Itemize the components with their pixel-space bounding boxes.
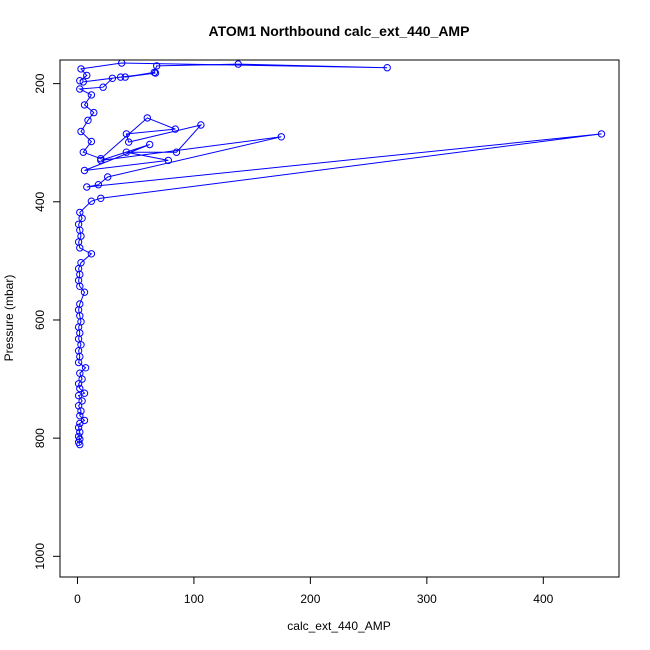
x-axis: 0 100 200 300 400 [74, 576, 554, 606]
data-point [83, 183, 91, 191]
y-tick-label: 200 [33, 73, 47, 93]
data-point [80, 416, 89, 425]
data-point [97, 194, 105, 203]
data-point [77, 65, 85, 73]
data-point [74, 432, 83, 441]
data-point [76, 208, 84, 217]
plot-frame [59, 59, 620, 578]
data-point [81, 364, 90, 372]
data-point [197, 121, 205, 129]
data-point [87, 197, 96, 205]
data-point [76, 412, 84, 420]
x-tick-label: 400 [533, 592, 553, 606]
data-point [76, 428, 84, 436]
data-point [172, 148, 181, 156]
y-tick-label: 800 [33, 428, 47, 448]
data-point [143, 114, 152, 122]
data-point [383, 64, 391, 72]
y-axis: 200 400 600 800 1000 [33, 73, 61, 570]
data-point [153, 62, 161, 70]
data-point [76, 85, 84, 93]
data-point [74, 402, 83, 410]
data-point [77, 127, 85, 136]
data-point [79, 148, 88, 156]
data-point [80, 288, 89, 296]
data-point [87, 137, 96, 146]
data-point [146, 140, 154, 149]
y-tick-label: 1000 [33, 543, 47, 570]
data-point [171, 125, 180, 133]
data-point [80, 389, 89, 397]
x-tick-label: 100 [184, 592, 204, 606]
data-point [74, 380, 83, 388]
data-point [84, 116, 92, 125]
data-point [74, 423, 83, 432]
x-tick-label: 300 [417, 592, 437, 606]
data-point [104, 173, 112, 181]
data-point [87, 250, 96, 258]
y-tick-label: 600 [33, 310, 47, 330]
data-point [99, 83, 107, 91]
x-tick-label: 200 [300, 592, 320, 606]
data-point [122, 148, 131, 156]
data-point [125, 138, 133, 146]
series-line [77, 62, 602, 445]
data-point [87, 91, 96, 99]
y-tick-label: 400 [33, 191, 47, 211]
chart-title: ATOM1 Northbound calc_ext_440_AMP [209, 23, 470, 39]
data-point [79, 78, 88, 86]
data-point [116, 73, 125, 81]
data-point [118, 60, 126, 67]
y-axis-label: Pressure (mbar) [2, 275, 16, 362]
data-point [74, 220, 83, 229]
data-point [76, 384, 84, 393]
data-point [122, 130, 131, 138]
data-point [83, 71, 91, 80]
data-point [234, 60, 242, 68]
data-point [80, 101, 89, 109]
data-point [121, 73, 129, 81]
data-point [150, 68, 159, 77]
data-point [78, 397, 86, 405]
data-point [97, 155, 105, 163]
x-axis-label: calc_ext_440_AMP [287, 619, 390, 633]
data-point [76, 369, 84, 377]
data-point [76, 77, 84, 85]
x-tick-label: 0 [74, 592, 81, 606]
data-point [77, 259, 85, 267]
data-point [164, 156, 173, 165]
data-point [108, 74, 117, 83]
data-point [277, 133, 285, 141]
data-point [80, 166, 89, 175]
data-point [597, 130, 606, 138]
data-point [76, 300, 84, 308]
data-point [90, 108, 98, 117]
data-point [94, 181, 103, 189]
